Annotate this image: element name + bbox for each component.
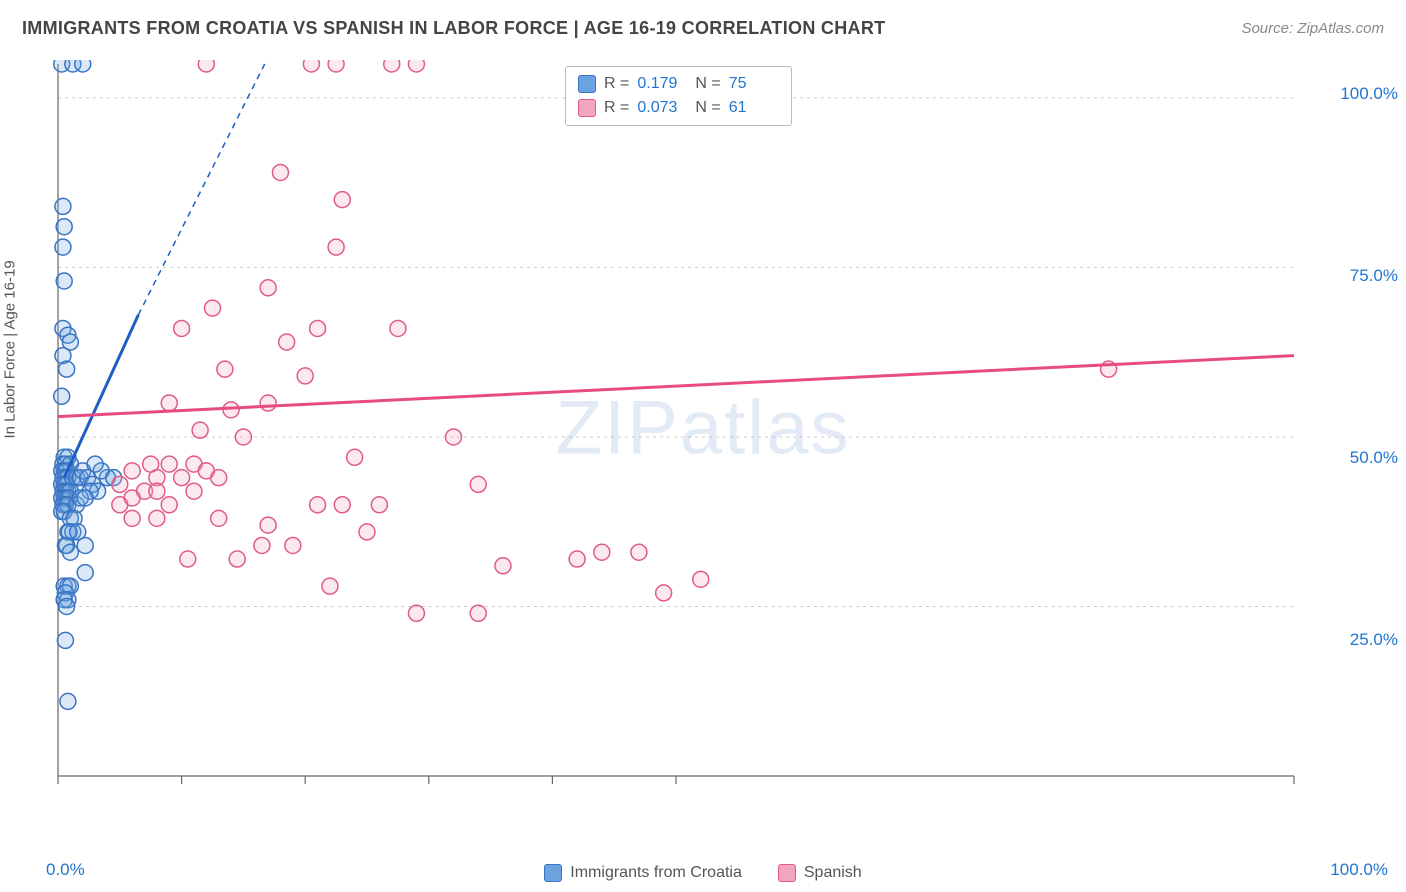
x-tick-max: 100.0%: [1330, 860, 1388, 880]
r-value-0: 0.179: [637, 72, 687, 96]
legend-swatch-1: [578, 99, 596, 117]
r-label: R =: [604, 96, 629, 120]
legend-row-series-1: R = 0.073 N = 61: [578, 96, 779, 120]
y-tick-75: 75.0%: [1350, 266, 1398, 286]
legend-swatch-croatia: [544, 864, 562, 882]
y-axis-label: In Labor Force | Age 16-19: [2, 260, 19, 438]
series-legend: Immigrants from Croatia Spanish: [0, 864, 1406, 882]
x-tick-min: 0.0%: [46, 860, 85, 880]
correlation-legend: R = 0.179 N = 75 R = 0.073 N = 61: [565, 66, 792, 126]
source-attribution: Source: ZipAtlas.com: [1241, 20, 1384, 37]
legend-swatch-spanish: [778, 864, 796, 882]
n-value-1: 61: [729, 96, 779, 120]
legend-swatch-0: [578, 75, 596, 93]
legend-label-croatia: Immigrants from Croatia: [570, 864, 742, 882]
y-tick-100: 100.0%: [1340, 84, 1398, 104]
n-label: N =: [695, 72, 720, 96]
legend-item-spanish: Spanish: [778, 864, 862, 882]
y-tick-25: 25.0%: [1350, 630, 1398, 650]
chart-area: [50, 60, 1380, 810]
legend-label-spanish: Spanish: [804, 864, 862, 882]
n-label: N =: [695, 96, 720, 120]
scatter-chart-svg: [50, 60, 1380, 810]
chart-title: IMMIGRANTS FROM CROATIA VS SPANISH IN LA…: [22, 18, 885, 39]
legend-row-series-0: R = 0.179 N = 75: [578, 72, 779, 96]
n-value-0: 75: [729, 72, 779, 96]
y-tick-50: 50.0%: [1350, 448, 1398, 468]
r-label: R =: [604, 72, 629, 96]
r-value-1: 0.073: [637, 96, 687, 120]
legend-item-croatia: Immigrants from Croatia: [544, 864, 742, 882]
